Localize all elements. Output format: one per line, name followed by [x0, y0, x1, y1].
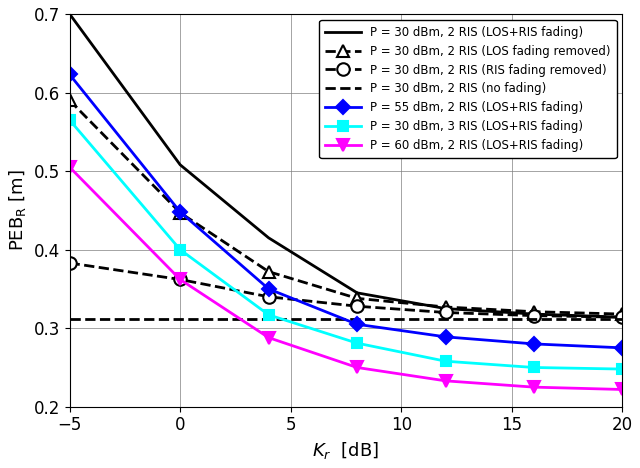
Line: P = 30 dBm, 2 RIS (LOS+RIS fading): P = 30 dBm, 2 RIS (LOS+RIS fading) — [70, 14, 623, 317]
P = 30 dBm, 2 RIS (LOS fading removed) — [442, 304, 449, 310]
P = 30 dBm, 2 RIS (LOS fading removed) — [353, 296, 361, 301]
Line: P = 30 dBm, 2 RIS (RIS fading removed): P = 30 dBm, 2 RIS (RIS fading removed) — [63, 257, 628, 323]
P = 30 dBm, 2 RIS (LOS fading removed) — [66, 97, 74, 103]
P = 30 dBm, 3 RIS (LOS+RIS fading) — [619, 366, 627, 372]
P = 30 dBm, 3 RIS (LOS+RIS fading) — [265, 312, 273, 318]
P = 60 dBm, 2 RIS (LOS+RIS fading) — [66, 164, 74, 170]
P = 30 dBm, 2 RIS (LOS fading removed) — [177, 210, 184, 216]
P = 30 dBm, 2 RIS (LOS fading removed) — [265, 269, 273, 274]
P = 60 dBm, 2 RIS (LOS+RIS fading) — [353, 365, 361, 370]
P = 30 dBm, 2 RIS (LOS+RIS fading) — [442, 306, 449, 311]
P = 55 dBm, 2 RIS (LOS+RIS fading) — [353, 322, 361, 327]
P = 30 dBm, 3 RIS (LOS+RIS fading) — [442, 358, 449, 364]
P = 30 dBm, 2 RIS (no fading) — [177, 316, 184, 322]
P = 30 dBm, 2 RIS (no fading) — [265, 316, 273, 322]
P = 55 dBm, 2 RIS (LOS+RIS fading) — [265, 286, 273, 292]
P = 55 dBm, 2 RIS (LOS+RIS fading) — [177, 209, 184, 215]
Y-axis label: PEB$_{\mathrm{R}}$ [m]: PEB$_{\mathrm{R}}$ [m] — [7, 169, 28, 251]
X-axis label: $K_r$  [dB]: $K_r$ [dB] — [312, 440, 380, 461]
P = 55 dBm, 2 RIS (LOS+RIS fading) — [66, 72, 74, 77]
P = 55 dBm, 2 RIS (LOS+RIS fading) — [530, 341, 538, 347]
Line: P = 55 dBm, 2 RIS (LOS+RIS fading): P = 55 dBm, 2 RIS (LOS+RIS fading) — [65, 70, 627, 353]
P = 60 dBm, 2 RIS (LOS+RIS fading) — [177, 277, 184, 282]
P = 30 dBm, 2 RIS (LOS+RIS fading) — [265, 235, 273, 241]
P = 55 dBm, 2 RIS (LOS+RIS fading) — [619, 345, 627, 351]
P = 60 dBm, 2 RIS (LOS+RIS fading) — [442, 378, 449, 384]
P = 55 dBm, 2 RIS (LOS+RIS fading) — [442, 334, 449, 340]
P = 60 dBm, 2 RIS (LOS+RIS fading) — [265, 335, 273, 340]
P = 30 dBm, 2 RIS (RIS fading removed) — [530, 313, 538, 318]
Line: P = 30 dBm, 3 RIS (LOS+RIS fading): P = 30 dBm, 3 RIS (LOS+RIS fading) — [65, 115, 627, 374]
P = 30 dBm, 3 RIS (LOS+RIS fading) — [66, 117, 74, 123]
P = 30 dBm, 2 RIS (no fading) — [530, 316, 538, 322]
P = 30 dBm, 3 RIS (LOS+RIS fading) — [353, 340, 361, 346]
P = 60 dBm, 2 RIS (LOS+RIS fading) — [619, 387, 627, 392]
P = 30 dBm, 2 RIS (RIS fading removed) — [619, 314, 627, 320]
P = 30 dBm, 3 RIS (LOS+RIS fading) — [530, 365, 538, 370]
P = 30 dBm, 2 RIS (LOS+RIS fading) — [353, 290, 361, 296]
P = 30 dBm, 2 RIS (no fading) — [619, 316, 627, 322]
P = 30 dBm, 2 RIS (no fading) — [66, 316, 74, 322]
P = 30 dBm, 2 RIS (RIS fading removed) — [177, 277, 184, 282]
P = 30 dBm, 2 RIS (no fading) — [442, 316, 449, 322]
P = 30 dBm, 2 RIS (LOS+RIS fading) — [619, 314, 627, 320]
P = 30 dBm, 2 RIS (RIS fading removed) — [66, 260, 74, 266]
Line: P = 60 dBm, 2 RIS (LOS+RIS fading): P = 60 dBm, 2 RIS (LOS+RIS fading) — [64, 161, 628, 395]
P = 60 dBm, 2 RIS (LOS+RIS fading) — [530, 384, 538, 390]
P = 30 dBm, 2 RIS (LOS+RIS fading) — [530, 311, 538, 317]
P = 30 dBm, 2 RIS (no fading) — [353, 316, 361, 322]
P = 30 dBm, 2 RIS (LOS fading removed) — [530, 309, 538, 314]
P = 30 dBm, 2 RIS (LOS+RIS fading) — [177, 162, 184, 168]
P = 30 dBm, 2 RIS (RIS fading removed) — [353, 303, 361, 309]
Legend: P = 30 dBm, 2 RIS (LOS+RIS fading), P = 30 dBm, 2 RIS (LOS fading removed), P = : P = 30 dBm, 2 RIS (LOS+RIS fading), P = … — [319, 20, 616, 158]
P = 30 dBm, 2 RIS (RIS fading removed) — [442, 310, 449, 315]
P = 30 dBm, 2 RIS (RIS fading removed) — [265, 294, 273, 300]
P = 30 dBm, 3 RIS (LOS+RIS fading) — [177, 247, 184, 252]
Line: P = 30 dBm, 2 RIS (LOS fading removed): P = 30 dBm, 2 RIS (LOS fading removed) — [63, 94, 628, 320]
P = 30 dBm, 2 RIS (LOS+RIS fading) — [66, 11, 74, 17]
P = 30 dBm, 2 RIS (LOS fading removed) — [619, 311, 627, 317]
